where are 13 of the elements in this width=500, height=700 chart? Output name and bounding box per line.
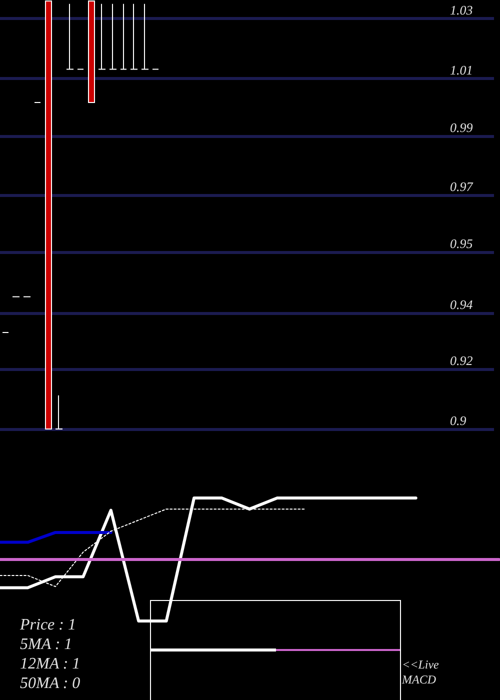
y-tick-label: 0.92 bbox=[450, 352, 474, 368]
y-tick-label: 0.95 bbox=[450, 236, 474, 251]
y-tick-label: 0.94 bbox=[450, 296, 474, 312]
y-tick-label: 0.97 bbox=[450, 178, 474, 194]
text: 50MA : 0 bbox=[20, 675, 80, 692]
text: 12MA : 1 bbox=[20, 656, 80, 672]
annotation: Price : 1 bbox=[19, 616, 76, 634]
y-tick-label: 1.01 bbox=[450, 62, 473, 78]
text: 5MA : 1 bbox=[20, 636, 72, 653]
y-tick-label: 0.9 bbox=[450, 413, 467, 428]
text: <<Live MACD bbox=[401, 658, 442, 686]
y-tick-label: 0.99 bbox=[450, 120, 474, 136]
y-tick-label: 1.03 bbox=[450, 2, 474, 18]
